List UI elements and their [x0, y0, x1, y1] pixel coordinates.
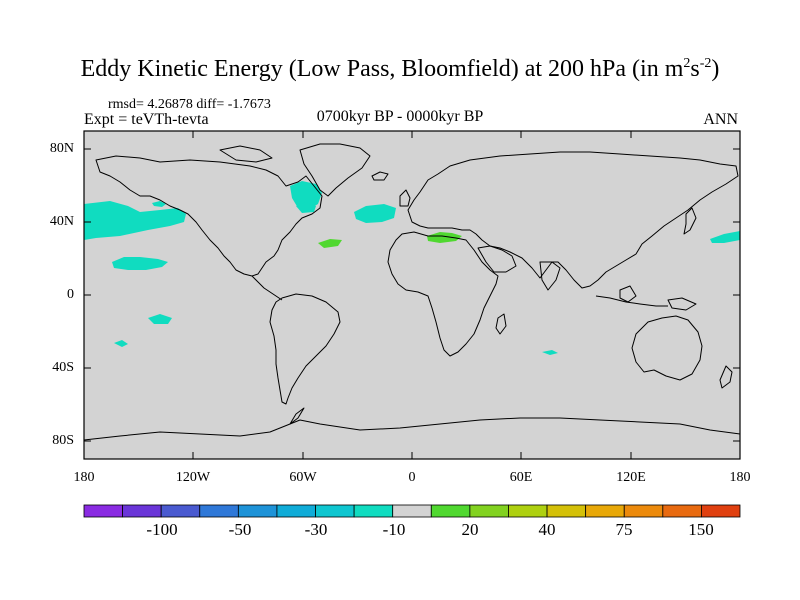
colorbar-box: [199, 504, 239, 518]
anomaly-patch-hudson: [290, 181, 322, 210]
stats-text: rmsd= 4.26878 diff= -1.7673: [108, 97, 271, 112]
coast-south-america: [269, 293, 341, 405]
lat-label-40s: 40S: [52, 360, 74, 375]
anomaly-patch-mediterranean: [427, 232, 462, 243]
season-label: ANN: [703, 111, 738, 128]
coast-greenland: [299, 143, 371, 197]
map-ticks: [84, 131, 740, 459]
colorbar-box: [469, 504, 509, 518]
coast-great-britain: [399, 189, 411, 207]
lon-label-60e: 60E: [509, 470, 533, 485]
colorbar-box: [701, 504, 741, 518]
colorbar-label: 150: [688, 520, 714, 539]
anomaly-patch-pacific-north: [84, 201, 186, 240]
coastlines: [83, 143, 741, 441]
coast-antarctic-peninsula: [289, 407, 305, 425]
map-background: [84, 131, 740, 459]
colorbar-box: [315, 504, 355, 518]
coast-canadian-arctic: [219, 145, 273, 163]
anomaly-patch-newfoundland: [296, 202, 316, 213]
anomaly-patch-pacific-south: [148, 314, 172, 324]
colorbar-label: 40: [538, 520, 556, 539]
colorbar-box: [122, 504, 162, 518]
period-label: 0700kyr BP - 0000kyr BP: [316, 108, 484, 125]
colorbar-box: [392, 504, 432, 518]
coast-central-america: [251, 275, 283, 301]
colorbar-label: -50: [228, 520, 252, 539]
colorbar-label: -100: [146, 520, 178, 539]
anomaly-patch-atlantic-mid: [318, 239, 342, 248]
coast-eurasia: [407, 151, 739, 289]
colorbar-label: -30: [304, 520, 328, 539]
experiment-label: Expt = teVTh-tevta: [84, 111, 209, 128]
lon-label-180e: 180: [729, 470, 751, 485]
anomaly-patch-indian-south: [542, 350, 558, 355]
colorbar-box: [662, 504, 702, 518]
coast-antarctica: [83, 417, 741, 441]
coast-japan: [683, 207, 697, 235]
lat-label-80s: 80S: [52, 433, 74, 448]
coast-north-america: [95, 155, 323, 277]
anomaly-patches: [84, 181, 740, 355]
colorbar-label: 75: [615, 520, 633, 539]
coast-madagascar: [495, 313, 507, 335]
anomaly-patch-alaska: [152, 201, 166, 207]
lon-label-120e: 120E: [616, 470, 646, 485]
colorbar-label: 20: [461, 520, 479, 539]
coast-india: [539, 261, 561, 291]
anomaly-patch-atlantic-north: [354, 204, 396, 223]
coast-new-guinea: [667, 297, 697, 311]
plot-title: Eddy Kinetic Energy (Low Pass, Bloomfiel…: [80, 56, 720, 82]
lon-label-0: 0: [408, 470, 416, 485]
lat-label-80n: 80N: [49, 141, 74, 156]
lon-label-60w: 60W: [289, 470, 317, 485]
lat-label-0: 0: [67, 287, 74, 302]
coast-borneo: [619, 285, 637, 303]
colorbar-box: [546, 504, 587, 518]
coast-indonesia: [595, 295, 668, 307]
anomaly-patch-pacific-east: [710, 231, 740, 243]
lat-label-40n: 40N: [49, 214, 74, 229]
colorbar-box: [160, 504, 201, 518]
coast-new-zealand: [719, 365, 733, 389]
colorbar-box: [585, 504, 625, 518]
lon-label-120w: 120W: [175, 470, 211, 485]
colorbar-box: [353, 504, 394, 518]
colorbar-box: [430, 504, 471, 518]
anomaly-patch-pacific-sub: [112, 257, 168, 270]
coast-iceland: [371, 171, 389, 181]
colorbar-box: [508, 504, 548, 518]
colorbar-label: -10: [382, 520, 406, 539]
lon-label-180w: 180: [73, 470, 95, 485]
colorbar-box: [276, 504, 316, 518]
colorbar-boxes: [83, 504, 741, 518]
coast-arabia: [477, 245, 517, 273]
colorbar-box: [83, 504, 123, 518]
colorbar-box: [237, 504, 278, 518]
colorbar-box: [623, 504, 664, 518]
anomaly-patch-pacific-far-south: [114, 340, 128, 347]
coast-australia: [631, 315, 703, 381]
coast-africa: [387, 231, 499, 357]
